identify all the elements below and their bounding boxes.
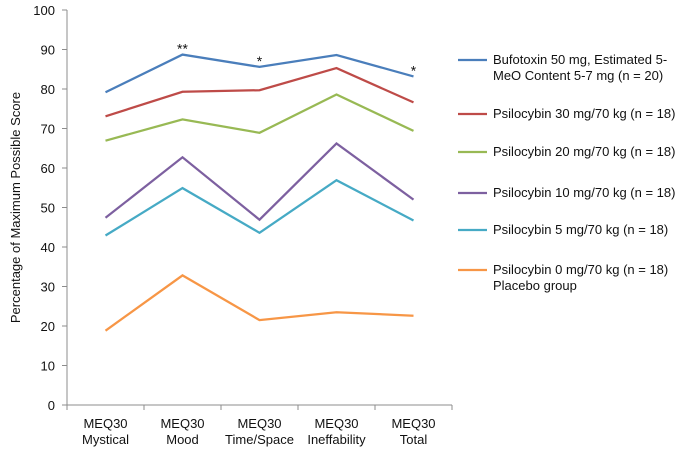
y-axis-title: Percentage of Maximum Possible Score [8,92,23,323]
legend-label: Psilocybin 20 mg/70 kg (n = 18) [493,144,675,159]
x-tick-label: MEQ30 [314,416,358,431]
legend-label: Psilocybin 0 mg/70 kg (n = 18) [493,262,668,277]
y-tick-label: 100 [33,3,55,18]
y-tick-label: 50 [41,201,55,216]
y-tick-label: 70 [41,122,55,137]
significance-mark: * [257,53,263,69]
series-line-3 [104,142,415,222]
y-tick-label: 90 [41,43,55,58]
x-tick-label: Time/Space [225,432,294,447]
x-tick-label: MEQ30 [237,416,281,431]
y-tick-label: 30 [41,280,55,295]
series-line-2 [105,93,414,142]
y-tick-label: 0 [48,398,55,413]
x-tick-label: Total [400,432,428,447]
legend-label: Psilocybin 5 mg/70 kg (n = 18) [493,222,668,237]
x-tick-label: Ineffability [307,432,366,447]
significance-mark: ** [177,41,188,57]
series-lines [104,53,415,332]
series-line-0 [105,53,414,94]
x-tick-label: MEQ30 [391,416,435,431]
y-axis-title-group: Percentage of Maximum Possible Score [8,92,23,323]
x-tick-label: Mood [166,432,199,447]
axes [62,9,453,410]
legend-label: Psilocybin 10 mg/70 kg (n = 18) [493,185,675,200]
legend-label: MeO Content 5-7 mg (n = 20) [493,68,663,83]
x-tick-labels: MEQ30MysticalMEQ30MoodMEQ30Time/SpaceMEQ… [82,416,436,447]
y-tick-label: 20 [41,319,55,334]
legend: Bufotoxin 50 mg, Estimated 5-MeO Content… [458,52,675,293]
significance-annotations: **** [177,41,417,79]
series-line-1 [105,66,414,118]
significance-mark: * [411,63,417,79]
legend-label: Psilocybin 30 mg/70 kg (n = 18) [493,106,675,121]
series-line-5 [104,274,414,332]
legend-label: Bufotoxin 50 mg, Estimated 5- [493,52,667,67]
series-line-4 [104,178,415,237]
y-tick-label: 80 [41,82,55,97]
legend-label: Placebo group [493,278,577,293]
x-tick-label: MEQ30 [83,416,127,431]
y-tick-label: 40 [41,240,55,255]
y-tick-label: 10 [41,359,55,374]
x-tick-label: MEQ30 [160,416,204,431]
y-tick-label: 60 [41,161,55,176]
y-tick-labels: 0 10 20 30 40 50 60 70 80 90 100 [33,3,55,413]
x-tick-label: Mystical [82,432,129,447]
